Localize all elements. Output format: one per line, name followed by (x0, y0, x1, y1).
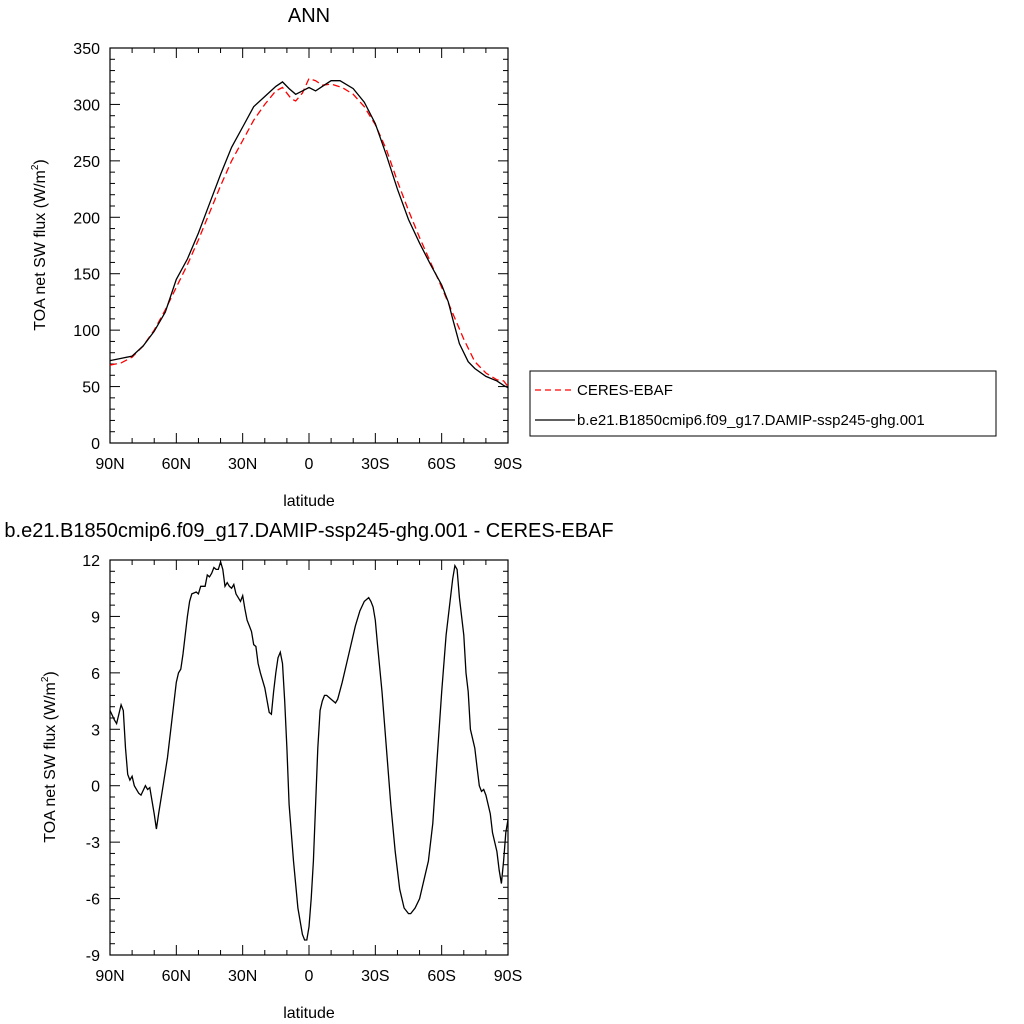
legend-label-model: b.e21.B1850cmip6.f09_g17.DAMIP-ssp245-gh… (577, 412, 925, 429)
y-axis-label-main: TOA net SW flux (W/m (42, 682, 59, 843)
y-axis-label-tail: ) (32, 159, 49, 164)
y-axis-label-sup: 2 (30, 164, 41, 170)
y-tick-label: -3 (86, 835, 100, 852)
x-tick-label: 90N (95, 968, 124, 985)
chart-difference: b.e21.B1850cmip6.f09_g17.DAMIP-ssp245-gh… (4, 520, 613, 1022)
plot-frame (109, 47, 509, 444)
x-tick-label: 60N (162, 968, 191, 985)
y-tick-label: 300 (73, 97, 100, 114)
y-tick-label: -9 (86, 948, 100, 965)
chart-title: ANN (288, 5, 330, 27)
y-tick-label: 150 (73, 267, 100, 284)
x-tick-label: 60N (162, 456, 191, 473)
y-tick-label: 9 (91, 609, 100, 626)
y-tick-label: 0 (91, 436, 100, 453)
chart-title: b.e21.B1850cmip6.f09_g17.DAMIP-ssp245-gh… (4, 520, 613, 542)
y-tick-label: 100 (73, 323, 100, 340)
y-ticks: 0 50 100 150 200 250 300 350 (73, 41, 508, 453)
x-tick-label: 30S (361, 456, 389, 473)
x-tick-label: 0 (305, 968, 314, 985)
x-tick-label: 30S (361, 968, 389, 985)
series-lines (109, 559, 509, 941)
y-tick-label: 250 (73, 154, 100, 171)
x-tick-label: 30N (228, 456, 257, 473)
x-tick-label: 90N (95, 456, 124, 473)
x-tick-label: 60S (427, 456, 455, 473)
x-axis-label: latitude (283, 1005, 335, 1022)
x-ticks: 90N 60N 30N 0 30S 60S 90S (95, 48, 522, 473)
y-tick-label: 3 (91, 722, 100, 739)
y-tick-label: 350 (73, 41, 100, 58)
y-axis-label: TOA net SW flux (W/m2) (30, 159, 49, 331)
y-tick-label: 200 (73, 210, 100, 227)
y-tick-label: 12 (82, 553, 100, 570)
x-tick-label: 60S (427, 968, 455, 985)
x-ticks: 90N 60N 30N 0 30S 60S 90S (95, 560, 522, 985)
x-tick-label: 30N (228, 968, 257, 985)
y-tick-label: 6 (91, 666, 100, 683)
y-tick-label: -6 (86, 892, 100, 909)
y-tick-label: 0 (91, 779, 100, 796)
y-axis-label-sup: 2 (40, 676, 51, 682)
series-lines (109, 77, 509, 389)
y-ticks: -9 -6 -3 0 3 6 9 12 (82, 553, 508, 965)
chart-annual-flux: ANN 90N 60N 30N 0 30S 60S 90S 0 50 100 150 200 250 3… (30, 5, 997, 510)
y-tick-label: 50 (82, 380, 100, 397)
y-axis-label: TOA net SW flux (W/m2) (40, 671, 59, 843)
x-tick-label: 0 (305, 456, 314, 473)
series-line-ceres-ebaf (109, 77, 509, 387)
legend: CERES-EBAF b.e21.B1850cmip6.f09_g17.DAMI… (529, 370, 997, 437)
x-axis-label: latitude (283, 493, 335, 510)
series-line-model (109, 80, 509, 389)
y-axis-label-tail: ) (42, 671, 59, 676)
y-axis-label-main: TOA net SW flux (W/m (32, 170, 49, 331)
series-line-model (109, 559, 509, 941)
x-tick-label: 90S (494, 968, 522, 985)
legend-label-ceres: CERES-EBAF (577, 382, 673, 399)
legend-box (529, 370, 997, 437)
x-tick-label: 90S (494, 456, 522, 473)
